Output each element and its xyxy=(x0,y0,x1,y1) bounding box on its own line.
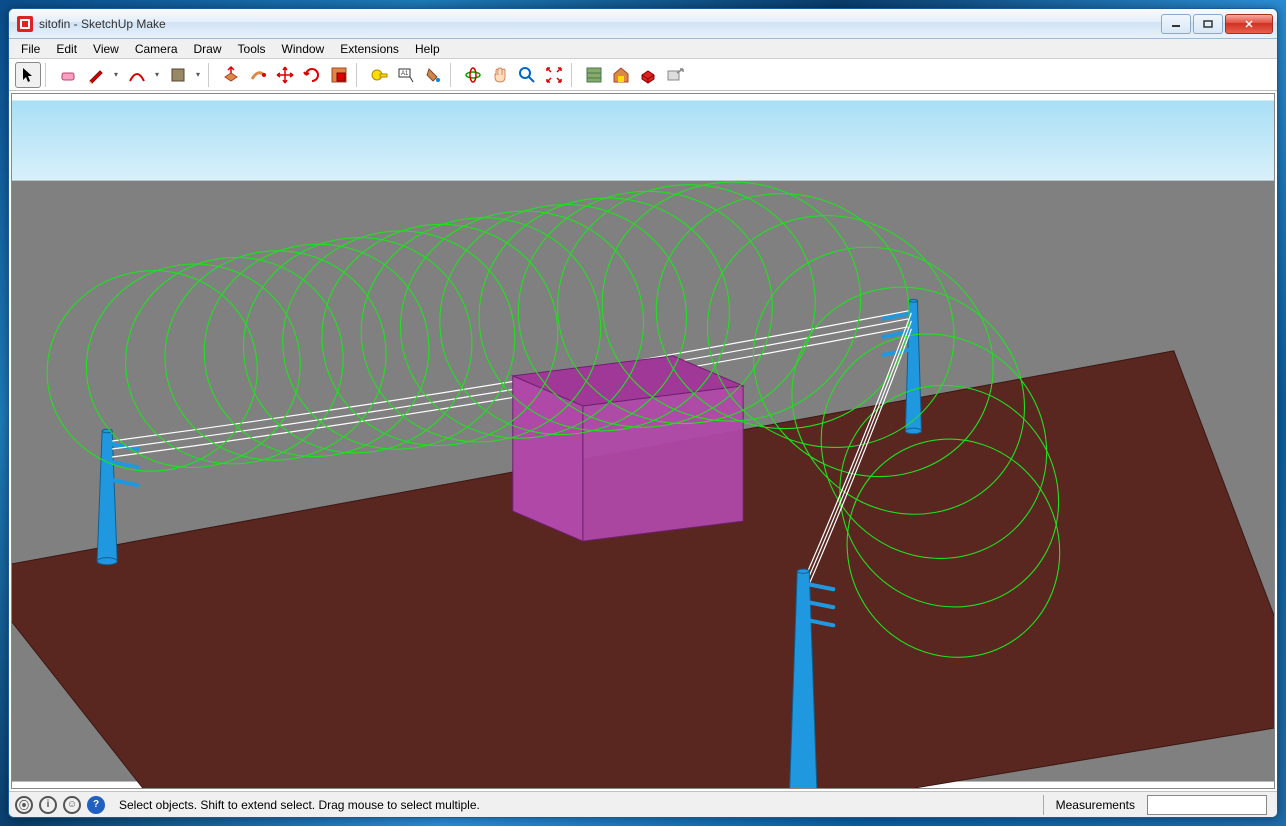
help-icon[interactable] xyxy=(87,796,105,814)
toolbar-separator xyxy=(356,63,362,87)
statusbar: ⦿ i ☺ Select objects. Shift to extend se… xyxy=(9,791,1277,817)
measurements-label: Measurements xyxy=(1056,798,1135,812)
menu-tools[interactable]: Tools xyxy=(230,40,274,58)
zoom-extents-tool[interactable] xyxy=(541,62,567,88)
app-icon xyxy=(17,16,33,32)
menu-draw[interactable]: Draw xyxy=(186,40,230,58)
geo-icon[interactable]: ⦿ xyxy=(15,796,33,814)
menu-window[interactable]: Window xyxy=(274,40,333,58)
measurements-input[interactable] xyxy=(1147,795,1267,815)
text-tool[interactable]: A1 xyxy=(393,62,419,88)
zoom-tool[interactable] xyxy=(514,62,540,88)
menu-extensions[interactable]: Extensions xyxy=(332,40,407,58)
close-button[interactable] xyxy=(1225,14,1273,34)
svg-text:A1: A1 xyxy=(401,71,409,77)
move-tool[interactable] xyxy=(272,62,298,88)
tape-tool[interactable] xyxy=(366,62,392,88)
shape-tool[interactable] xyxy=(164,62,204,88)
extensions-tool[interactable] xyxy=(635,62,661,88)
app-window: sitofin - SketchUp Make File Edit View C… xyxy=(8,8,1278,818)
minimize-button[interactable] xyxy=(1161,14,1191,34)
toolbar-separator xyxy=(571,63,577,87)
separator xyxy=(1043,795,1044,815)
menu-help[interactable]: Help xyxy=(407,40,448,58)
menubar: File Edit View Camera Draw Tools Window … xyxy=(9,39,1277,59)
followme-tool[interactable] xyxy=(245,62,271,88)
rotate-tool[interactable] xyxy=(299,62,325,88)
scale-tool[interactable] xyxy=(326,62,352,88)
orbit-tool[interactable] xyxy=(460,62,486,88)
window-title: sitofin - SketchUp Make xyxy=(39,17,1159,31)
pencil-tool[interactable] xyxy=(82,62,122,88)
maximize-button[interactable] xyxy=(1193,14,1223,34)
toolbar-separator xyxy=(450,63,456,87)
menu-camera[interactable]: Camera xyxy=(127,40,186,58)
credits-icon[interactable]: i xyxy=(39,796,57,814)
toolbar: A1 xyxy=(9,59,1277,91)
select-tool[interactable] xyxy=(15,62,41,88)
share-tool[interactable] xyxy=(662,62,688,88)
eraser-tool[interactable] xyxy=(55,62,81,88)
menu-view[interactable]: View xyxy=(85,40,127,58)
window-controls xyxy=(1159,14,1273,34)
toolbar-separator xyxy=(208,63,214,87)
pan-tool[interactable] xyxy=(487,62,513,88)
warehouse-tool[interactable] xyxy=(608,62,634,88)
status-hint: Select objects. Shift to extend select. … xyxy=(119,798,1037,812)
toolbar-separator xyxy=(45,63,51,87)
viewport[interactable] xyxy=(11,93,1275,789)
scene-canvas[interactable] xyxy=(12,94,1274,788)
user-icon[interactable]: ☺ xyxy=(63,796,81,814)
menu-edit[interactable]: Edit xyxy=(48,40,85,58)
paint-tool[interactable] xyxy=(420,62,446,88)
pushpull-tool[interactable] xyxy=(218,62,244,88)
menu-file[interactable]: File xyxy=(13,40,48,58)
arc-tool[interactable] xyxy=(123,62,163,88)
layers-tool[interactable] xyxy=(581,62,607,88)
titlebar[interactable]: sitofin - SketchUp Make xyxy=(9,9,1277,39)
